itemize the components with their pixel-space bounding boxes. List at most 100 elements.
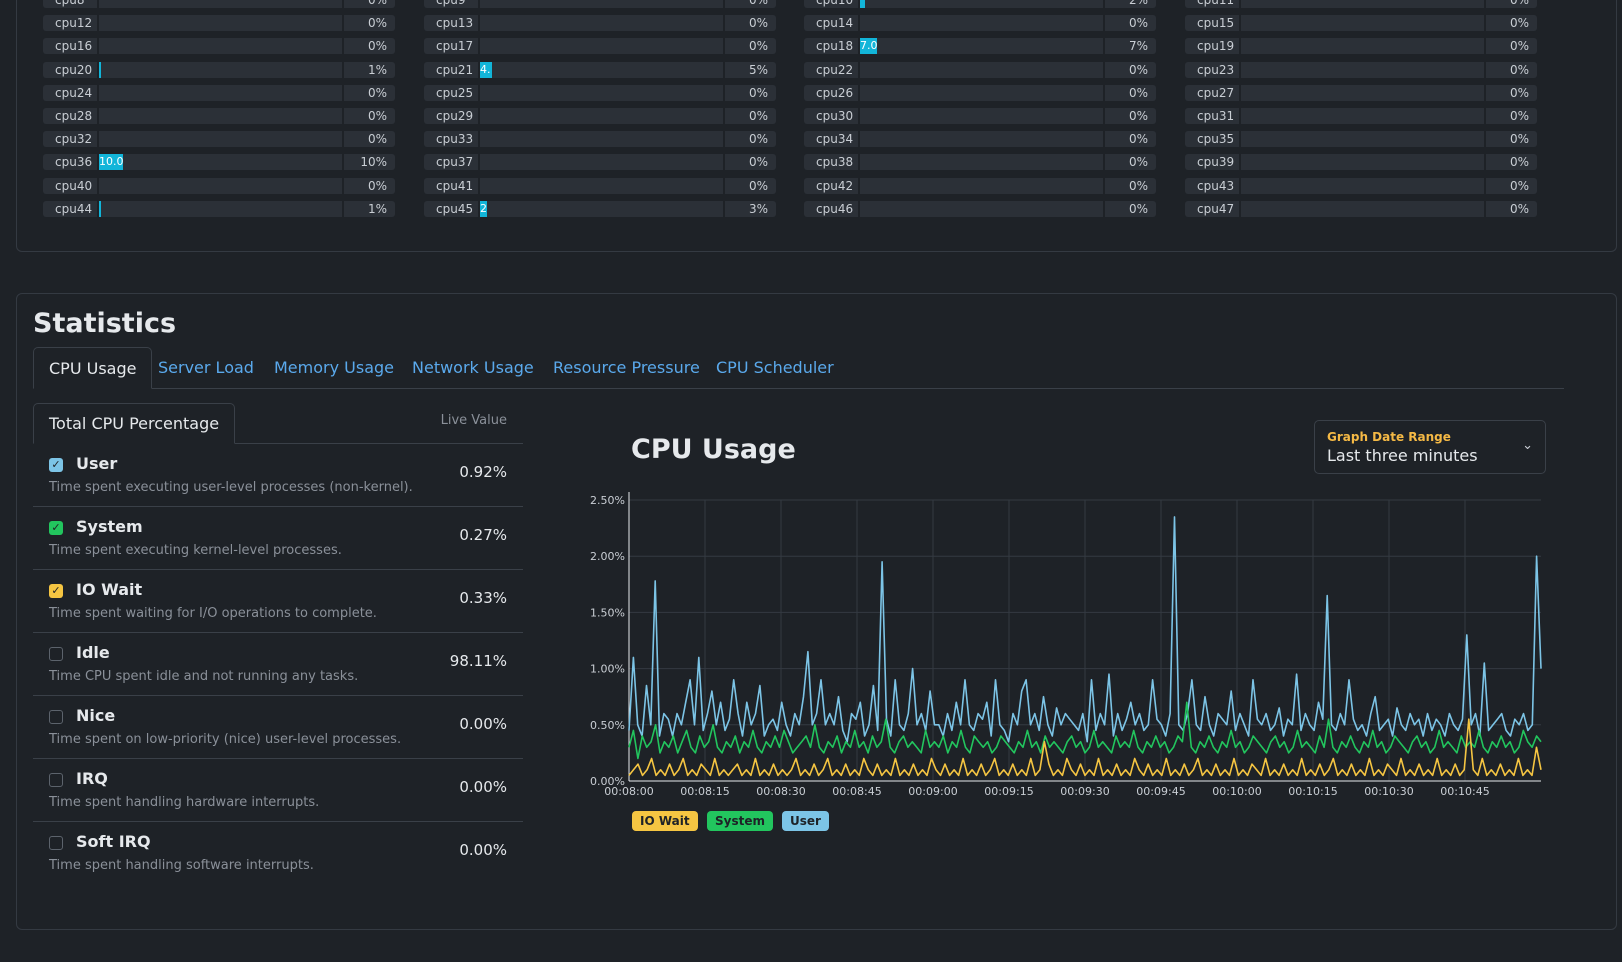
cpu-name: cpu15 [1185, 15, 1239, 31]
cpu-usage-bar [860, 178, 1103, 194]
legend-io-wait[interactable]: IO Wait [632, 811, 698, 831]
tab-memory-usage[interactable]: Memory Usage [274, 358, 395, 377]
cpu-name: cpu36 [43, 154, 97, 170]
metric-checkbox[interactable]: ✓ [49, 458, 63, 472]
legend-system[interactable]: System [707, 811, 773, 831]
cpu-name: cpu25 [424, 85, 478, 101]
tab-server-load[interactable]: Server Load [158, 358, 254, 377]
tab-network-usage[interactable]: Network Usage [412, 358, 534, 377]
metric-description: Time spent handling hardware interrupts. [49, 795, 320, 810]
cpu-percent-label: 1% [344, 62, 395, 78]
cpu-percent-label: 0% [1486, 201, 1537, 217]
cpu-usage-bar [860, 108, 1103, 124]
cpu-usage-bar [99, 62, 342, 78]
metric-checkbox[interactable] [49, 773, 63, 787]
cpu-name: cpu14 [804, 15, 858, 31]
cpu-usage-bar: 2 [480, 201, 723, 217]
cpu-usage-fill: 7.0 [860, 38, 877, 54]
cpu-percent-label: 0% [1105, 108, 1156, 124]
cpu-usage-bar [480, 0, 723, 8]
cpu-usage-bar [1241, 108, 1484, 124]
metric-description: Time spent executing kernel-level proces… [49, 543, 342, 558]
cpu-row-cpu18: cpu18 7.0 7% [804, 38, 1156, 54]
cpu-row-cpu19: cpu19 0% [1185, 38, 1537, 54]
cpu-usage-bar [1241, 62, 1484, 78]
metric-live-value: 0.33% [459, 589, 507, 607]
metric-row-io-wait: ✓ IO Wait Time spent waiting for I/O opera… [33, 570, 523, 633]
cpu-percent-label: 0% [1486, 62, 1537, 78]
metrics-list: ✓ User Time spent executing user-level pro… [33, 444, 523, 884]
cpu-usage-bar [99, 85, 342, 101]
cpu-name: cpu12 [43, 15, 97, 31]
x-tick-label: 00:08:15 [680, 785, 729, 798]
cpu-name: cpu24 [43, 85, 97, 101]
chart-title: CPU Usage [631, 434, 796, 465]
x-tick-label: 00:08:30 [756, 785, 805, 798]
cpu-name: cpu43 [1185, 178, 1239, 194]
cpu-percent-label: 0% [1105, 178, 1156, 194]
tab-total-cpu-percentage[interactable]: Total CPU Percentage [33, 403, 236, 444]
metric-checkbox[interactable] [49, 647, 63, 661]
cpu-percent-label: 0% [1486, 154, 1537, 170]
metric-checkbox[interactable]: ✓ [49, 521, 63, 535]
cpu-usage-bar [1241, 131, 1484, 147]
cpu-row-cpu14: cpu14 0% [804, 15, 1156, 31]
graph-date-range-select[interactable]: Graph Date Range Last three minutes ⌄ [1314, 420, 1546, 474]
series-line-io-wait [628, 718, 1542, 777]
cpu-percent-label: 0% [1105, 85, 1156, 101]
cpu-row-cpu45: cpu45 2 3% [424, 201, 776, 217]
tab-resource-pressure[interactable]: Resource Pressure [553, 358, 700, 377]
cpu-percent-label: 0% [1105, 15, 1156, 31]
cpu-name: cpu41 [424, 178, 478, 194]
metric-row-soft-irq: Soft IRQ Time spent handling software int… [33, 822, 523, 884]
cpu-row-cpu28: cpu28 0% [43, 108, 395, 124]
tab-cpu-usage[interactable]: CPU Usage [33, 347, 153, 389]
cpu-usage-bar [1241, 201, 1484, 217]
cpu-percent-label: 3% [725, 201, 776, 217]
metric-checkbox[interactable]: ✓ [49, 584, 63, 598]
cpu-row-cpu24: cpu24 0% [43, 85, 395, 101]
metric-checkbox[interactable] [49, 710, 63, 724]
cpu-row-cpu16: cpu16 0% [43, 38, 395, 54]
cpu-row-cpu10: cpu10 2% [804, 0, 1156, 8]
metric-live-value: 0.92% [459, 463, 507, 481]
cpu-usage-fill: 4. [480, 62, 492, 78]
metric-row-user: ✓ User Time spent executing user-level pro… [33, 444, 523, 507]
x-tick-label: 00:10:45 [1440, 785, 1489, 798]
cpu-name: cpu27 [1185, 85, 1239, 101]
cpu-row-cpu46: cpu46 0% [804, 201, 1156, 217]
cpu-usage-bar [1241, 85, 1484, 101]
cpu-usage-bar [480, 131, 723, 147]
metric-live-value: 0.00% [459, 715, 507, 733]
cpu-usage-bar: 7.0 [860, 38, 1103, 54]
metric-row-nice: Nice Time spent on low-priority (nice) us… [33, 696, 523, 759]
x-tick-label: 00:10:15 [1288, 785, 1337, 798]
cpu-name: cpu34 [804, 131, 858, 147]
cpu-usage-fill: 10.0 [99, 154, 123, 170]
x-tick-label: 00:09:30 [1060, 785, 1109, 798]
cpu-usage-fill [99, 201, 101, 217]
table-header: Total CPU Percentage Live Value [33, 403, 523, 444]
cpu-usage-bar [860, 62, 1103, 78]
cpu-row-cpu38: cpu38 0% [804, 154, 1156, 170]
legend-user[interactable]: User [782, 811, 829, 831]
cpu-name: cpu13 [424, 15, 478, 31]
cpu-usage-bar [99, 15, 342, 31]
cpu-name: cpu32 [43, 131, 97, 147]
cpu-row-cpu33: cpu33 0% [424, 131, 776, 147]
cpu-percent-label: 0% [725, 154, 776, 170]
cpu-percent-label: 2% [1105, 0, 1156, 8]
cpu-name: cpu33 [424, 131, 478, 147]
metric-row-idle: Idle Time CPU spent idle and not running … [33, 633, 523, 696]
cpu-row-cpu17: cpu17 0% [424, 38, 776, 54]
metric-checkbox[interactable] [49, 836, 63, 850]
cpu-usage-bar [860, 201, 1103, 217]
y-tick-label: 0.50% [590, 719, 625, 732]
y-tick-label: 0.00% [590, 775, 625, 788]
cpu-name: cpu37 [424, 154, 478, 170]
chevron-down-icon: ⌄ [1522, 438, 1533, 453]
cpu-name: cpu44 [43, 201, 97, 217]
cpu-name: cpu16 [43, 38, 97, 54]
x-tick-label: 00:08:00 [604, 785, 653, 798]
tab-cpu-scheduler[interactable]: CPU Scheduler [716, 358, 834, 377]
